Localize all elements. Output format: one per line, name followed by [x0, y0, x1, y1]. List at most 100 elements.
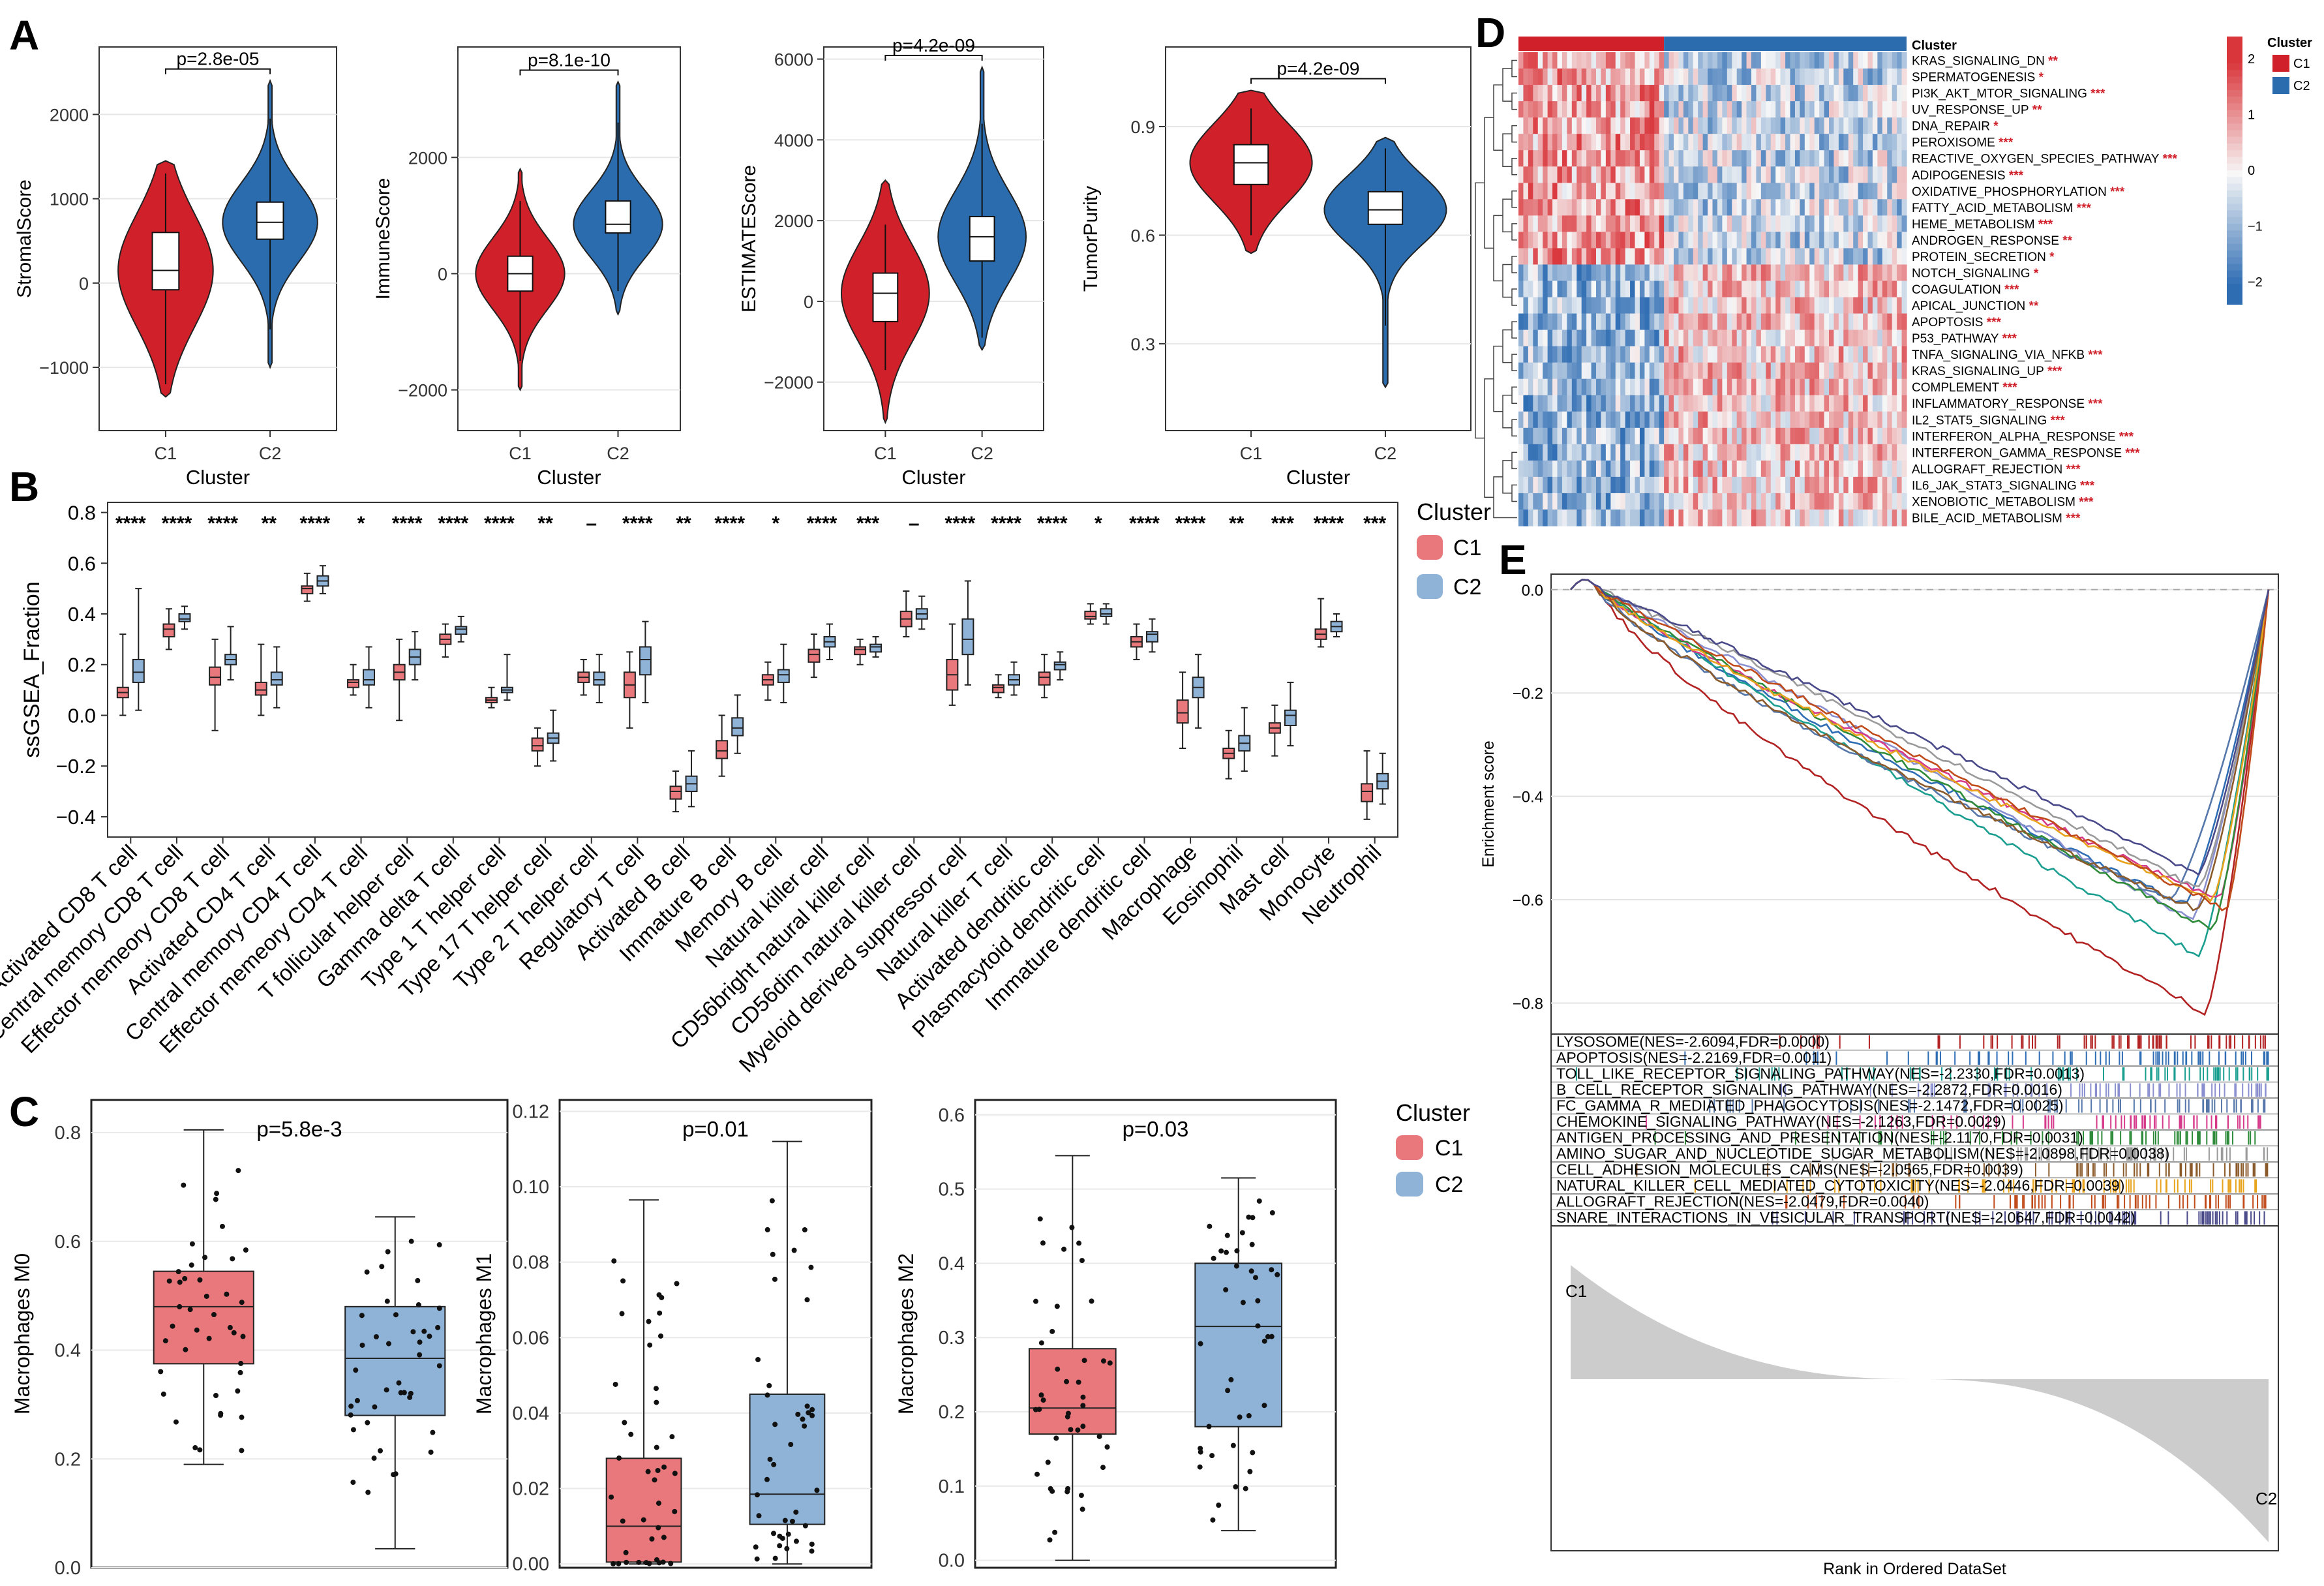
heatmap-cell	[1601, 199, 1607, 216]
heatmap-cell	[1897, 476, 1903, 494]
heatmap-cell	[1567, 85, 1573, 102]
heatmap-cell	[1824, 69, 1830, 85]
heatmap-cell	[1756, 362, 1762, 380]
heatmap-cell	[1746, 329, 1752, 347]
heatmap-cell	[1601, 395, 1607, 412]
heatmap-cell	[1848, 476, 1854, 494]
heatmap-cell	[1693, 493, 1698, 510]
heatmap-cell	[1557, 362, 1563, 380]
heatmap-cell	[1804, 85, 1810, 102]
heatmap-cell	[1601, 101, 1607, 118]
heatmap-cell	[1577, 85, 1582, 102]
y-tick-label: −0.6	[1513, 892, 1543, 909]
es-curve	[1570, 579, 2270, 931]
jitter-point	[770, 1251, 776, 1257]
box-c1	[347, 679, 360, 688]
pathway-significance: ***	[2087, 87, 2105, 101]
heatmap-cell	[1882, 248, 1888, 266]
heatmap-cell	[1853, 297, 1859, 314]
heatmap-cell	[1533, 199, 1539, 216]
heatmap-cell	[1620, 232, 1626, 249]
heatmap-cell	[1819, 117, 1825, 134]
heatmap-cell	[1610, 395, 1616, 412]
panel-label-a: A	[9, 12, 39, 59]
heatmap-cell	[1751, 69, 1757, 85]
heatmap-cell	[1756, 232, 1762, 249]
heatmap-cell	[1780, 313, 1786, 331]
heatmap-cell	[1809, 444, 1815, 461]
heatmap-cell	[1528, 509, 1533, 526]
jitter-point	[214, 1191, 220, 1197]
heatmap-cell	[1717, 346, 1723, 363]
heatmap-cell	[1848, 134, 1854, 151]
heatmap-cell	[1838, 476, 1844, 494]
jitter-point	[435, 1324, 441, 1330]
heatmap-cell	[1698, 427, 1704, 445]
jitter-point	[1033, 1298, 1038, 1304]
jitter-point	[237, 1369, 243, 1375]
box-c2	[731, 717, 744, 737]
heatmap-cell	[1824, 411, 1830, 429]
heatmap-cell	[1843, 444, 1849, 461]
heatmap-cell	[1756, 427, 1762, 445]
heatmap-cell	[1800, 166, 1805, 183]
jitter-point	[1054, 1304, 1060, 1309]
heatmap-cell	[1571, 52, 1577, 69]
heatmap-cell	[1727, 69, 1732, 85]
heatmap-cell	[1838, 117, 1844, 134]
heatmap-cell	[1712, 199, 1718, 216]
jitter-point	[622, 1420, 627, 1426]
heatmap-cell	[1804, 476, 1810, 494]
heatmap-cell	[1722, 134, 1728, 151]
heatmap-cell	[1644, 493, 1650, 510]
heatmap-cell	[1543, 199, 1548, 216]
heatmap-cell	[1708, 69, 1713, 85]
heatmap-cell	[1901, 281, 1907, 298]
heatmap-cell	[1867, 117, 1873, 134]
jitter-point	[1065, 1411, 1071, 1416]
heatmap-cell	[1829, 232, 1835, 249]
jitter-point	[158, 1369, 164, 1375]
heatmap-cell	[1732, 134, 1738, 151]
gene-set-label: FC_GAMMA_R_MEDIATED_PHAGOCYTOSIS(NES=-2.…	[1556, 1097, 2064, 1114]
heatmap-cell	[1736, 52, 1742, 69]
heatmap-cell	[1756, 166, 1762, 183]
jitter-point	[182, 1275, 188, 1281]
heatmap-cell	[1790, 362, 1796, 380]
heatmap-cell	[1625, 378, 1631, 396]
jitter-point	[772, 1276, 777, 1282]
dendrogram-branch	[1511, 59, 1517, 78]
heatmap-cell	[1887, 215, 1893, 232]
heatmap-cell	[1882, 166, 1888, 183]
jitter-point	[359, 1342, 365, 1348]
heatmap-cell	[1630, 69, 1636, 85]
heatmap-cell	[1834, 493, 1839, 510]
heatmap-cell	[1702, 183, 1708, 200]
heatmap-cell	[1897, 215, 1903, 232]
heatmap-cell	[1528, 232, 1533, 249]
heatmap-cell	[1571, 411, 1577, 429]
heatmap-cell	[1853, 69, 1859, 85]
heatmap-cell	[1887, 346, 1893, 363]
heatmap-cell	[1571, 101, 1577, 118]
heatmap-cell	[1708, 509, 1713, 526]
heatmap-cell	[1571, 281, 1577, 298]
heatmap-cell	[1702, 166, 1708, 183]
pathway-name: FATTY_ACID_METABOLISM	[1912, 202, 2073, 215]
heatmap-cell	[1537, 313, 1543, 331]
heatmap-cell	[1877, 264, 1883, 282]
heatmap-cell	[1577, 411, 1582, 429]
jitter-point	[385, 1249, 391, 1255]
legend-swatch	[1396, 1135, 1423, 1160]
heatmap-cell	[1620, 460, 1626, 478]
heatmap-cell	[1571, 493, 1577, 510]
jitter-point	[620, 1278, 626, 1284]
jitter-point	[162, 1338, 168, 1344]
gene-set-label: ANTIGEN_PROCESSING_AND_PRESENTATION(NES=…	[1556, 1129, 2083, 1146]
jitter-point	[348, 1412, 354, 1418]
heatmap-cell	[1727, 134, 1732, 151]
heatmap-cell	[1708, 150, 1713, 167]
es-curve	[1570, 579, 2270, 903]
dendrogram-branch	[1511, 484, 1517, 502]
pathway-significance: ***	[2062, 511, 2081, 525]
